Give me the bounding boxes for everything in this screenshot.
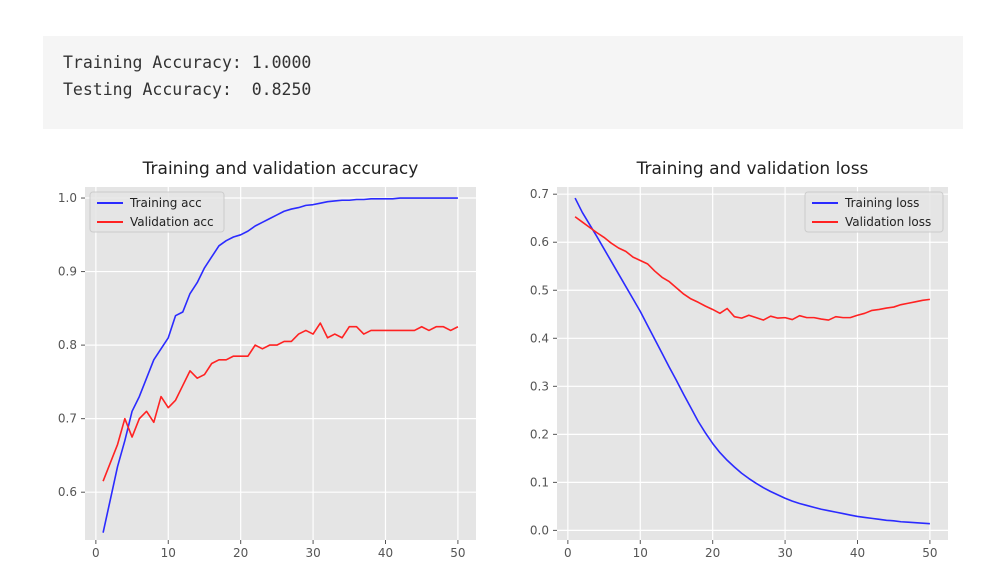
y-tick-label: 0.4 [530, 331, 549, 345]
training-accuracy-line: Training Accuracy: 1.0000 [63, 53, 312, 72]
series-line-validation [574, 216, 931, 321]
legend-box [804, 191, 944, 233]
y-tick-label: 0.6 [58, 485, 77, 499]
loss-chart: Training and validation loss 0 10 20 30 40 50 0… [512, 150, 952, 587]
y-tick-label: 0.9 [58, 265, 77, 279]
y-tick-label: 0.2 [530, 427, 549, 441]
x-tick-label: 20 [705, 546, 720, 560]
cell-output: Training Accuracy: 1.0000 Testing Accura… [43, 36, 963, 129]
legend-label: Training loss [844, 196, 919, 210]
y-tick-label: 0.1 [530, 475, 549, 489]
y-tick-label: 0.5 [530, 283, 549, 297]
plot-area [85, 187, 476, 540]
plot-area [557, 187, 948, 540]
series-line-validation [102, 322, 459, 482]
y-tick-label: 0.7 [530, 187, 549, 201]
series-line-training [102, 197, 458, 533]
legend-label: Training acc [129, 196, 202, 210]
y-tick-label: 0.6 [530, 235, 549, 249]
x-tick-label: 40 [850, 546, 865, 560]
x-tick-label: 30 [777, 546, 792, 560]
x-tick-label: 0 [564, 546, 572, 560]
accuracy-chart: Training and validation accuracy 0 10 20 30 4… [40, 150, 480, 587]
accuracy-chart-svg: Training and validation accuracy 0 10 20 30 4… [58, 159, 476, 560]
x-tick-label: 30 [305, 546, 320, 560]
testing-accuracy-line: Testing Accuracy: 0.8250 [63, 80, 312, 99]
y-tick-label: 0.0 [530, 523, 549, 537]
y-tick-label: 1.0 [58, 191, 77, 205]
y-tick-label: 0.8 [58, 338, 77, 352]
legend-label: Validation acc [130, 215, 214, 229]
legend-box [89, 191, 225, 233]
x-tick-label: 40 [378, 546, 393, 560]
chart-title: Training and validation accuracy [142, 159, 419, 179]
x-tick-label: 10 [633, 546, 648, 560]
y-tick-label: 0.3 [530, 379, 549, 393]
series-line-training [574, 197, 930, 525]
x-tick-label: 20 [233, 546, 248, 560]
chart-title: Training and validation loss [636, 159, 869, 179]
x-tick-label: 0 [92, 546, 100, 560]
x-tick-label: 10 [161, 546, 176, 560]
x-tick-label: 50 [450, 546, 465, 560]
x-tick-label: 50 [922, 546, 937, 560]
legend-label: Validation loss [845, 215, 931, 229]
y-tick-label: 0.7 [58, 412, 77, 426]
loss-chart-svg: Training and validation loss 0 10 20 30 40 50 0… [530, 159, 948, 560]
